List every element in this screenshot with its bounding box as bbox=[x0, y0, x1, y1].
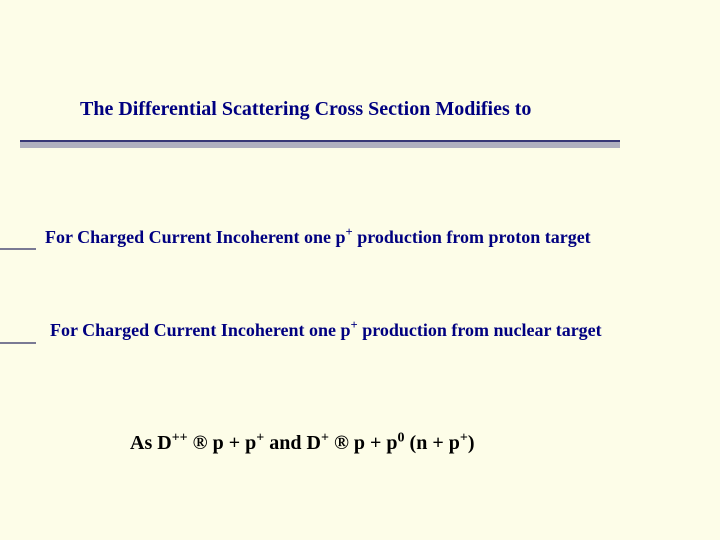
text: (n + bbox=[405, 432, 449, 454]
delta-symbol: D bbox=[157, 432, 171, 454]
margin-rule-2 bbox=[0, 342, 36, 344]
title-underline-shadow bbox=[20, 142, 620, 148]
text: ) bbox=[468, 432, 475, 454]
superscript-plus: + bbox=[321, 430, 329, 445]
statement-proton-target: For Charged Current Incoherent one p+ pr… bbox=[45, 227, 591, 248]
pi-symbol: p bbox=[449, 432, 460, 454]
text: p + bbox=[213, 432, 246, 454]
delta-symbol: D bbox=[307, 432, 321, 454]
text: As bbox=[130, 432, 157, 454]
text: For Charged Current Incoherent one bbox=[50, 320, 340, 340]
text: and bbox=[264, 432, 306, 454]
arrow-symbol: ® bbox=[329, 432, 354, 454]
text: production from proton target bbox=[353, 227, 591, 247]
margin-rule-1 bbox=[0, 248, 36, 250]
decay-expression: As D++ ® p + p+ and D+ ® p + p0 (n + p+) bbox=[130, 432, 475, 455]
arrow-symbol: ® bbox=[188, 432, 213, 454]
pi-symbol: p bbox=[245, 432, 256, 454]
pi-symbol: p bbox=[340, 320, 350, 340]
text: production from nuclear target bbox=[358, 320, 602, 340]
slide: The Differential Scattering Cross Sectio… bbox=[0, 0, 720, 540]
statement-nuclear-target: For Charged Current Incoherent one p+ pr… bbox=[50, 320, 602, 341]
superscript-zero: 0 bbox=[398, 430, 405, 445]
superscript-plus: + bbox=[460, 430, 468, 445]
superscript-plusplus: ++ bbox=[172, 430, 188, 445]
text: For Charged Current Incoherent one bbox=[45, 227, 335, 247]
text: p + bbox=[354, 432, 387, 454]
superscript-plus: + bbox=[346, 225, 353, 239]
pi-symbol: p bbox=[335, 227, 345, 247]
superscript-plus: + bbox=[351, 318, 358, 332]
pi-symbol: p bbox=[386, 432, 397, 454]
slide-title: The Differential Scattering Cross Sectio… bbox=[80, 98, 531, 121]
